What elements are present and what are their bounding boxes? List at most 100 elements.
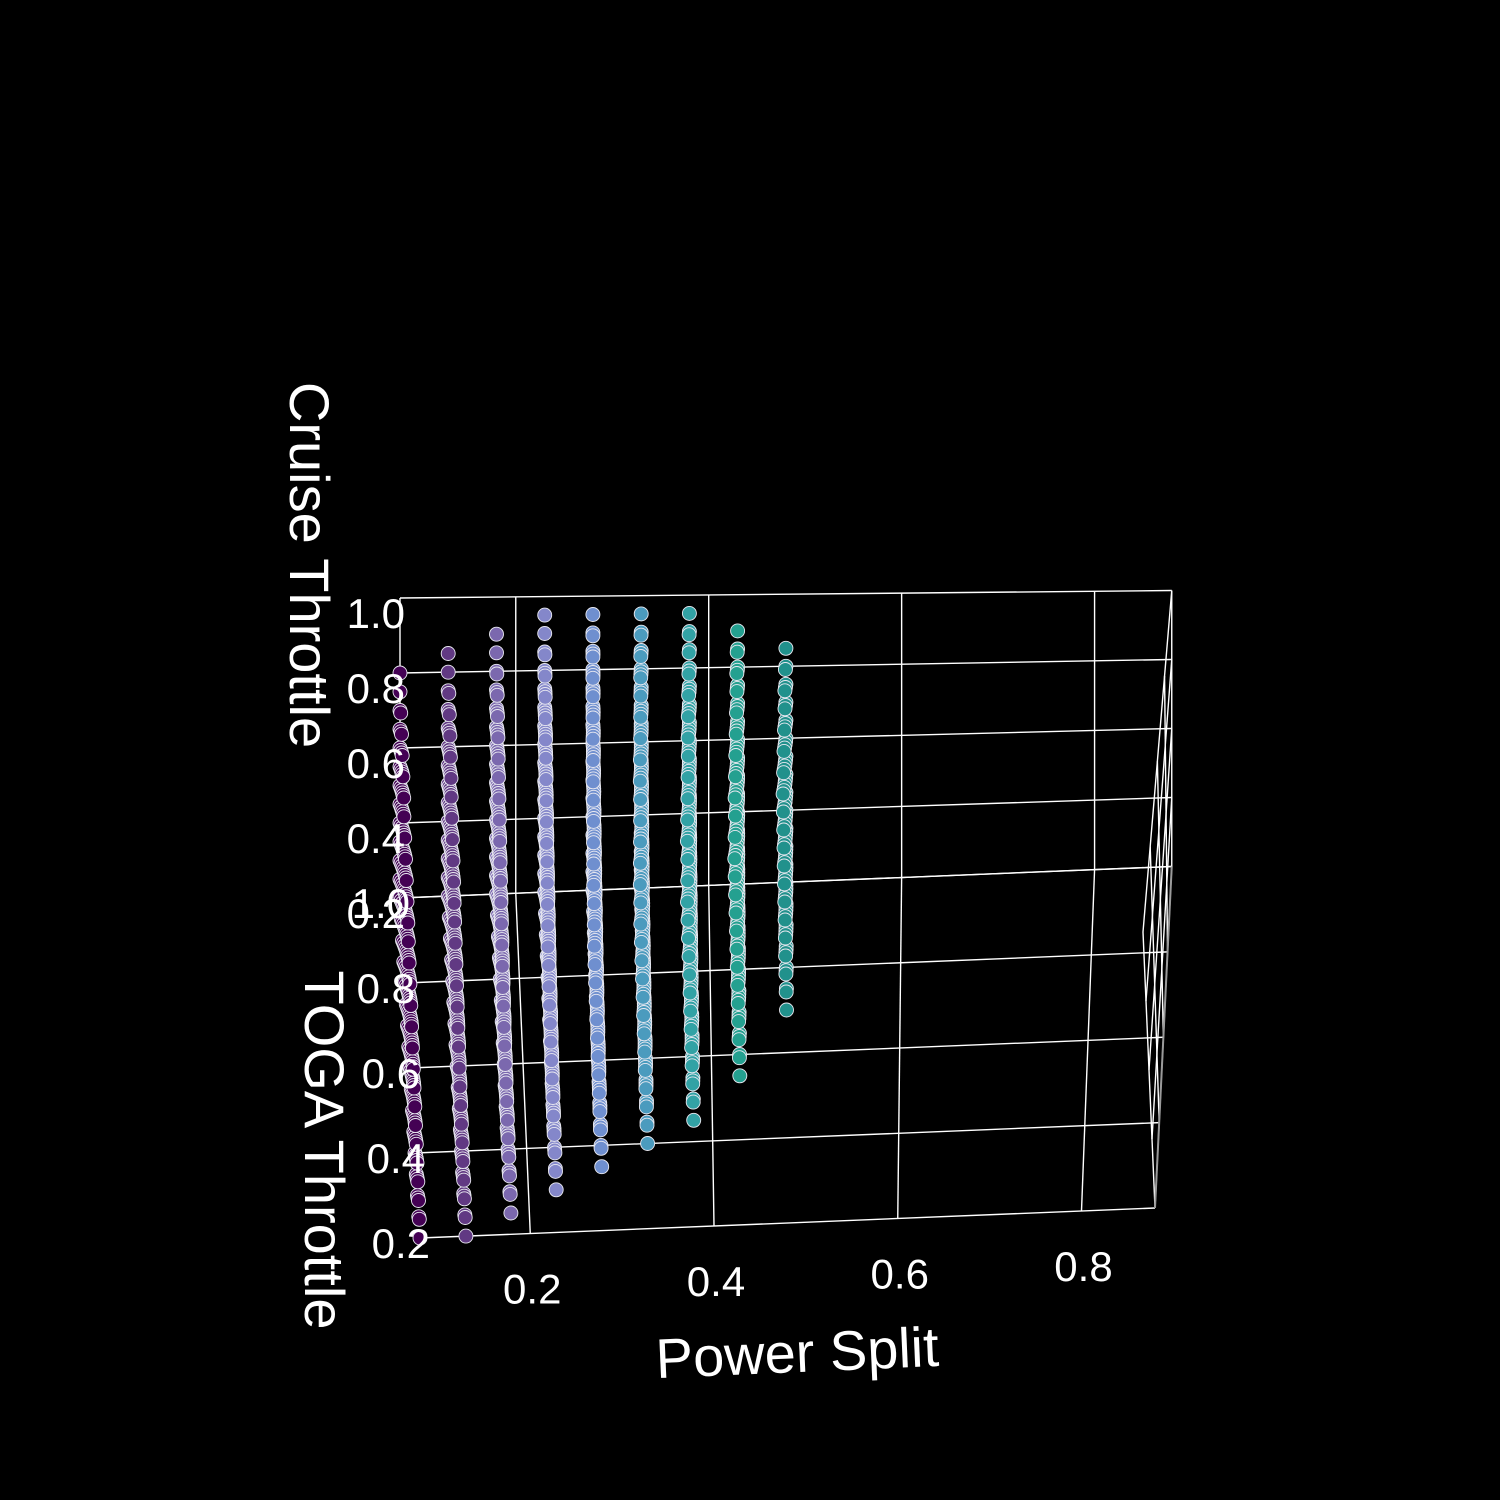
data-point xyxy=(633,895,649,911)
data-point xyxy=(680,730,696,746)
data-point xyxy=(447,914,463,930)
z-tick-label: 0.6 xyxy=(347,740,405,787)
data-point xyxy=(632,877,648,893)
data-point xyxy=(776,822,792,838)
data-point xyxy=(394,726,409,742)
data-point xyxy=(637,1062,653,1078)
data-point xyxy=(586,877,602,893)
data-point xyxy=(489,666,505,682)
data-point xyxy=(497,1057,513,1072)
data-point xyxy=(680,912,696,928)
data-point xyxy=(585,670,601,686)
data-point xyxy=(440,664,456,680)
data-point xyxy=(411,1211,427,1227)
data-point xyxy=(727,808,743,824)
data-point xyxy=(539,835,555,851)
data-point xyxy=(777,662,793,677)
data-point xyxy=(681,645,697,661)
side-wall-gridline xyxy=(1145,659,1173,1002)
data-point xyxy=(454,1135,470,1151)
data-point xyxy=(395,769,411,785)
data-point xyxy=(636,1026,652,1042)
data-point xyxy=(503,1205,519,1221)
data-point xyxy=(455,1154,471,1169)
data-point xyxy=(452,1079,468,1095)
data-point xyxy=(451,1060,467,1076)
data-point xyxy=(585,731,601,747)
data-point xyxy=(585,792,601,808)
data-point xyxy=(632,855,648,871)
y-axis-label: TOGA Throttle xyxy=(293,971,356,1330)
data-point xyxy=(684,1058,700,1074)
data-point xyxy=(727,829,743,845)
z-tick-label: 0.2 xyxy=(347,890,405,937)
data-point xyxy=(448,957,464,972)
x-axis-label: Power Split xyxy=(654,1315,940,1390)
data-point xyxy=(685,1094,701,1110)
y-tick-label: 0.2 xyxy=(372,1220,430,1267)
data-point xyxy=(635,971,650,987)
data-point xyxy=(411,1193,426,1208)
data-point xyxy=(680,894,695,910)
data-point xyxy=(538,750,554,766)
data-point xyxy=(593,1140,609,1156)
data-point xyxy=(585,607,601,622)
data-point xyxy=(639,1117,655,1133)
data-point xyxy=(585,628,601,644)
data-point xyxy=(777,701,793,717)
data-point xyxy=(537,711,553,727)
data-point xyxy=(489,687,505,703)
data-point xyxy=(537,668,553,684)
data-point xyxy=(638,1099,654,1115)
data-point xyxy=(449,978,464,994)
data-point xyxy=(458,1228,474,1244)
data-point xyxy=(408,1118,423,1133)
data-point xyxy=(548,1182,564,1198)
data-point xyxy=(730,623,746,639)
data-point xyxy=(543,1034,559,1050)
data-point xyxy=(491,791,507,807)
data-point xyxy=(539,875,555,891)
data-point xyxy=(442,728,458,744)
data-point xyxy=(680,812,696,828)
data-point xyxy=(633,709,649,725)
data-point xyxy=(444,832,460,848)
ticks-layer: 0.2 0.4 0.6 0.80.20.40.60.81.00.20.40.60.81… xyxy=(347,590,1113,1313)
data-point xyxy=(394,748,410,763)
data-point xyxy=(408,1136,424,1152)
data-point xyxy=(538,772,554,788)
data-point xyxy=(775,786,791,802)
side-wall-gridline xyxy=(1142,590,1173,933)
data-point xyxy=(502,1186,518,1202)
data-point xyxy=(499,1094,515,1110)
data-point xyxy=(494,937,510,953)
data-point xyxy=(406,1080,422,1096)
data-point xyxy=(729,666,745,681)
data-point xyxy=(443,789,459,805)
data-point xyxy=(775,804,791,820)
data-point xyxy=(540,939,556,955)
data-point xyxy=(585,753,601,768)
data-point xyxy=(404,1040,420,1056)
data-point xyxy=(457,1210,473,1225)
data-point xyxy=(683,1003,699,1019)
data-point xyxy=(633,670,649,686)
data-point xyxy=(396,809,412,825)
data-point xyxy=(585,774,601,790)
data-point xyxy=(490,709,505,724)
data-point xyxy=(680,791,696,807)
data-point xyxy=(681,627,697,643)
data-point xyxy=(633,934,649,950)
data-point xyxy=(729,705,744,721)
data-point xyxy=(494,958,510,974)
data-point xyxy=(538,814,554,830)
data-point xyxy=(541,979,557,995)
data-point xyxy=(586,856,602,872)
data-point xyxy=(499,1112,515,1128)
data-point xyxy=(778,640,794,656)
data-point xyxy=(490,751,506,767)
data-point xyxy=(409,1155,425,1171)
data-point xyxy=(727,869,743,885)
data-point xyxy=(594,1159,610,1175)
